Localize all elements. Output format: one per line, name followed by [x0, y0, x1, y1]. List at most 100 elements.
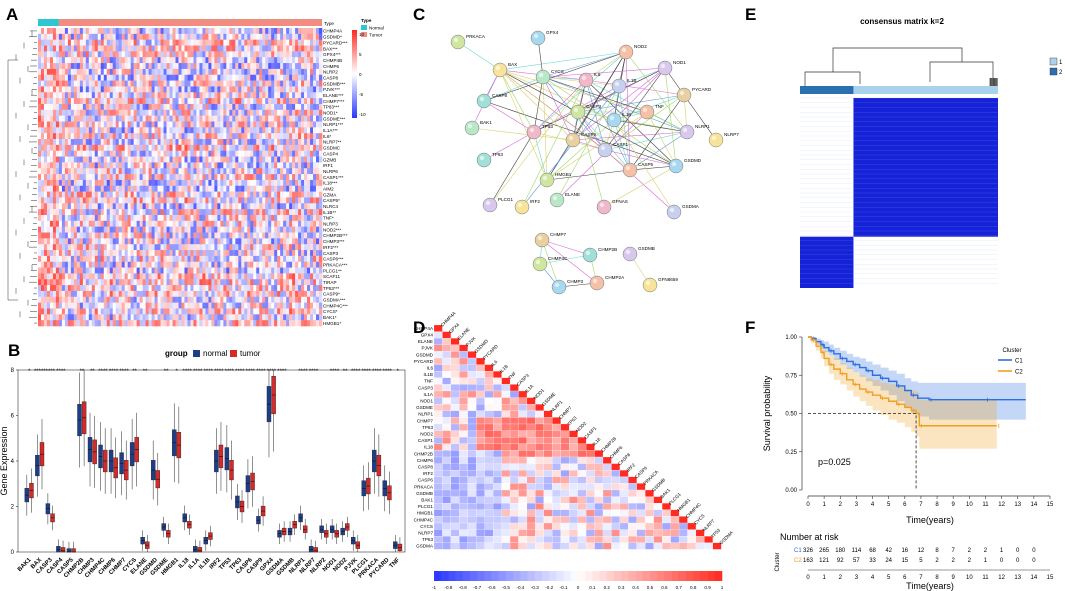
heatmap-cell — [244, 28, 248, 35]
heatmap-cell — [298, 296, 302, 303]
heatmap-cell — [304, 267, 308, 274]
heatmap-cell — [61, 162, 66, 169]
heatmap-cell — [52, 244, 57, 251]
heatmap-cell — [205, 261, 209, 268]
heatmap-cell — [289, 285, 293, 292]
heatmap-cell — [262, 191, 266, 198]
heatmap-cell — [319, 39, 323, 46]
heatmap-cell — [235, 156, 239, 163]
heatmap-cell — [85, 98, 90, 105]
heatmap-cell — [175, 285, 179, 292]
heatmap-cell — [151, 320, 155, 327]
heatmap-cell — [58, 86, 63, 93]
heatmap-cell — [202, 296, 206, 303]
heatmap-cell — [202, 80, 206, 87]
heatmap-cell — [223, 139, 227, 146]
heatmap-cell — [307, 98, 311, 105]
row-label: CYCS* — [323, 309, 338, 314]
heatmap-cell — [301, 209, 305, 216]
heatmap-cell — [175, 139, 179, 146]
heatmap-cell — [205, 273, 209, 280]
heatmap-cell — [316, 209, 320, 216]
heatmap-cell — [127, 103, 131, 111]
heatmap-cell — [73, 267, 78, 274]
heatmap-cell — [172, 220, 176, 227]
heatmap-cell — [220, 103, 224, 111]
heatmap-cell — [43, 139, 48, 146]
heatmap-cell — [283, 238, 287, 245]
heatmap-cell — [253, 51, 257, 58]
heatmap-cell — [250, 45, 254, 52]
heatmap-cell — [307, 162, 311, 169]
heatmap-cell — [241, 103, 245, 111]
heatmap-cell — [196, 45, 200, 52]
heatmap-cell — [157, 109, 161, 116]
heatmap-cell — [235, 226, 239, 233]
heatmap-cell — [199, 185, 203, 192]
heatmap-cell — [202, 267, 206, 274]
heatmap-cell — [244, 197, 248, 204]
heatmap-cell — [157, 302, 161, 309]
heatmap-cell — [214, 314, 218, 321]
heatmap-cell — [124, 290, 128, 298]
heatmap-cell — [160, 255, 164, 263]
heatmap-cell — [238, 226, 242, 233]
heatmap-cell — [58, 133, 63, 140]
heatmap-cell — [247, 232, 251, 239]
heatmap-cell — [139, 185, 143, 192]
heatmap-cell — [145, 197, 149, 204]
heatmap-cell — [73, 255, 78, 263]
heatmap-cell — [247, 197, 251, 204]
heatmap-cell — [109, 308, 114, 315]
heatmap-cell — [277, 296, 281, 303]
heatmap-cell — [238, 127, 242, 134]
heatmap-cell — [46, 63, 51, 70]
heatmap-cell — [304, 144, 308, 152]
heatmap-cell — [187, 232, 191, 239]
heatmap-cell — [40, 214, 45, 222]
heatmap-cell — [157, 174, 161, 181]
heatmap-cell — [259, 74, 263, 81]
heatmap-cell — [259, 214, 263, 222]
heatmap-cell — [38, 279, 42, 286]
heatmap-cell — [232, 179, 236, 187]
heatmap-cell — [202, 63, 206, 70]
heatmap-cell — [250, 80, 254, 87]
heatmap-cell — [175, 267, 179, 274]
heatmap-cell — [100, 168, 105, 175]
heatmap-cell — [130, 68, 134, 76]
heatmap-cell — [55, 244, 60, 251]
heatmap-cell — [58, 33, 63, 40]
heatmap-cell — [181, 191, 185, 198]
heatmap-cell — [49, 250, 54, 257]
row-label: CHMP2B*** — [323, 233, 348, 238]
heatmap-cell — [43, 320, 48, 327]
heatmap-cell — [217, 80, 221, 87]
heatmap-cell — [169, 255, 173, 263]
heatmap-cell — [190, 39, 194, 46]
heatmap-cell — [271, 314, 275, 321]
heatmap-cell — [91, 28, 96, 35]
heatmap-cell — [106, 28, 111, 35]
row-label: GZMA — [323, 192, 337, 197]
heatmap-cell — [286, 250, 290, 257]
heatmap-cell — [253, 103, 257, 111]
heatmap-cell — [310, 302, 314, 309]
heatmap-cell — [127, 296, 131, 303]
heatmap-cell — [214, 261, 218, 268]
heatmap-cell — [118, 290, 123, 298]
heatmap-cell — [175, 28, 179, 35]
heatmap-cell — [49, 191, 54, 198]
heatmap-cell — [307, 39, 311, 46]
heatmap-cell — [151, 244, 155, 251]
heatmap-cell — [184, 238, 188, 245]
heatmap-cell — [97, 220, 102, 227]
heatmap-cell — [244, 51, 248, 58]
heatmap-cell — [88, 191, 93, 198]
heatmap-cell — [262, 162, 266, 169]
heatmap-cell — [199, 133, 203, 140]
heatmap-cell — [220, 150, 224, 157]
heatmap-cell — [244, 285, 248, 292]
heatmap-cell — [208, 174, 212, 181]
heatmap-cell — [247, 109, 251, 116]
